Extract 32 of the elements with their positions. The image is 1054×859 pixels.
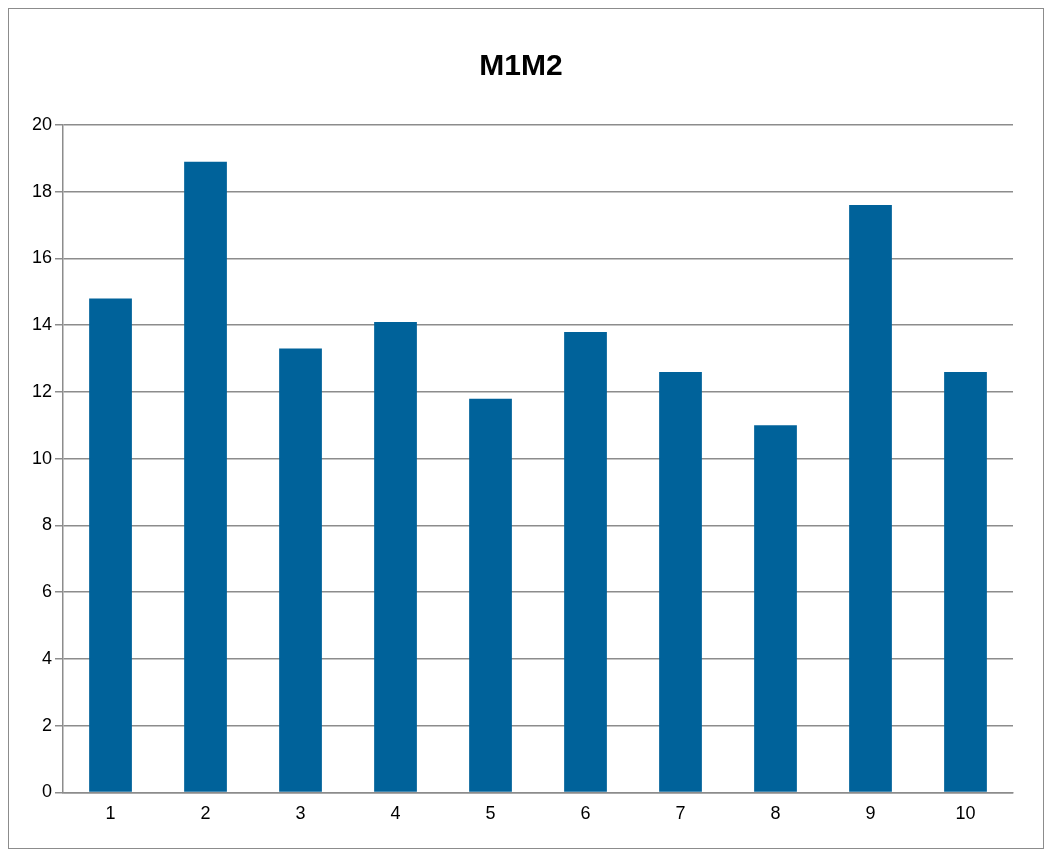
x-tick-label: 7: [675, 803, 686, 824]
bar: [89, 298, 132, 792]
bar: [849, 205, 892, 792]
x-tick-label: 5: [485, 803, 496, 824]
y-tick-label: 6: [42, 581, 53, 602]
chart-title: M1M2: [479, 48, 563, 82]
x-tick-label: 9: [865, 803, 876, 824]
x-tick-label: 8: [770, 803, 781, 824]
bar: [469, 398, 512, 792]
bar: [754, 425, 797, 792]
y-tick-label: 20: [31, 113, 53, 134]
y-tick-label: 18: [31, 180, 53, 201]
y-tick-label: 16: [31, 247, 53, 268]
bar: [944, 371, 987, 792]
x-tick-label: 4: [390, 803, 401, 824]
bar: [564, 331, 607, 792]
y-tick-label: 12: [31, 380, 53, 401]
y-tick-label: 14: [31, 314, 53, 335]
x-tick-label: 3: [295, 803, 306, 824]
y-tick-label: 4: [42, 647, 53, 668]
x-tick-label: 10: [955, 803, 976, 824]
y-tick-label: 10: [31, 447, 53, 468]
bar: [374, 321, 417, 792]
x-tick-label: 1: [105, 803, 116, 824]
y-tick-label: 8: [42, 514, 53, 535]
bar: [184, 161, 227, 792]
y-tick-label: 0: [42, 781, 53, 802]
x-tick-label: 6: [580, 803, 591, 824]
x-tick-label: 2: [200, 803, 211, 824]
bar: [659, 371, 702, 792]
bar: [279, 348, 322, 792]
y-tick-label: 2: [42, 714, 53, 735]
